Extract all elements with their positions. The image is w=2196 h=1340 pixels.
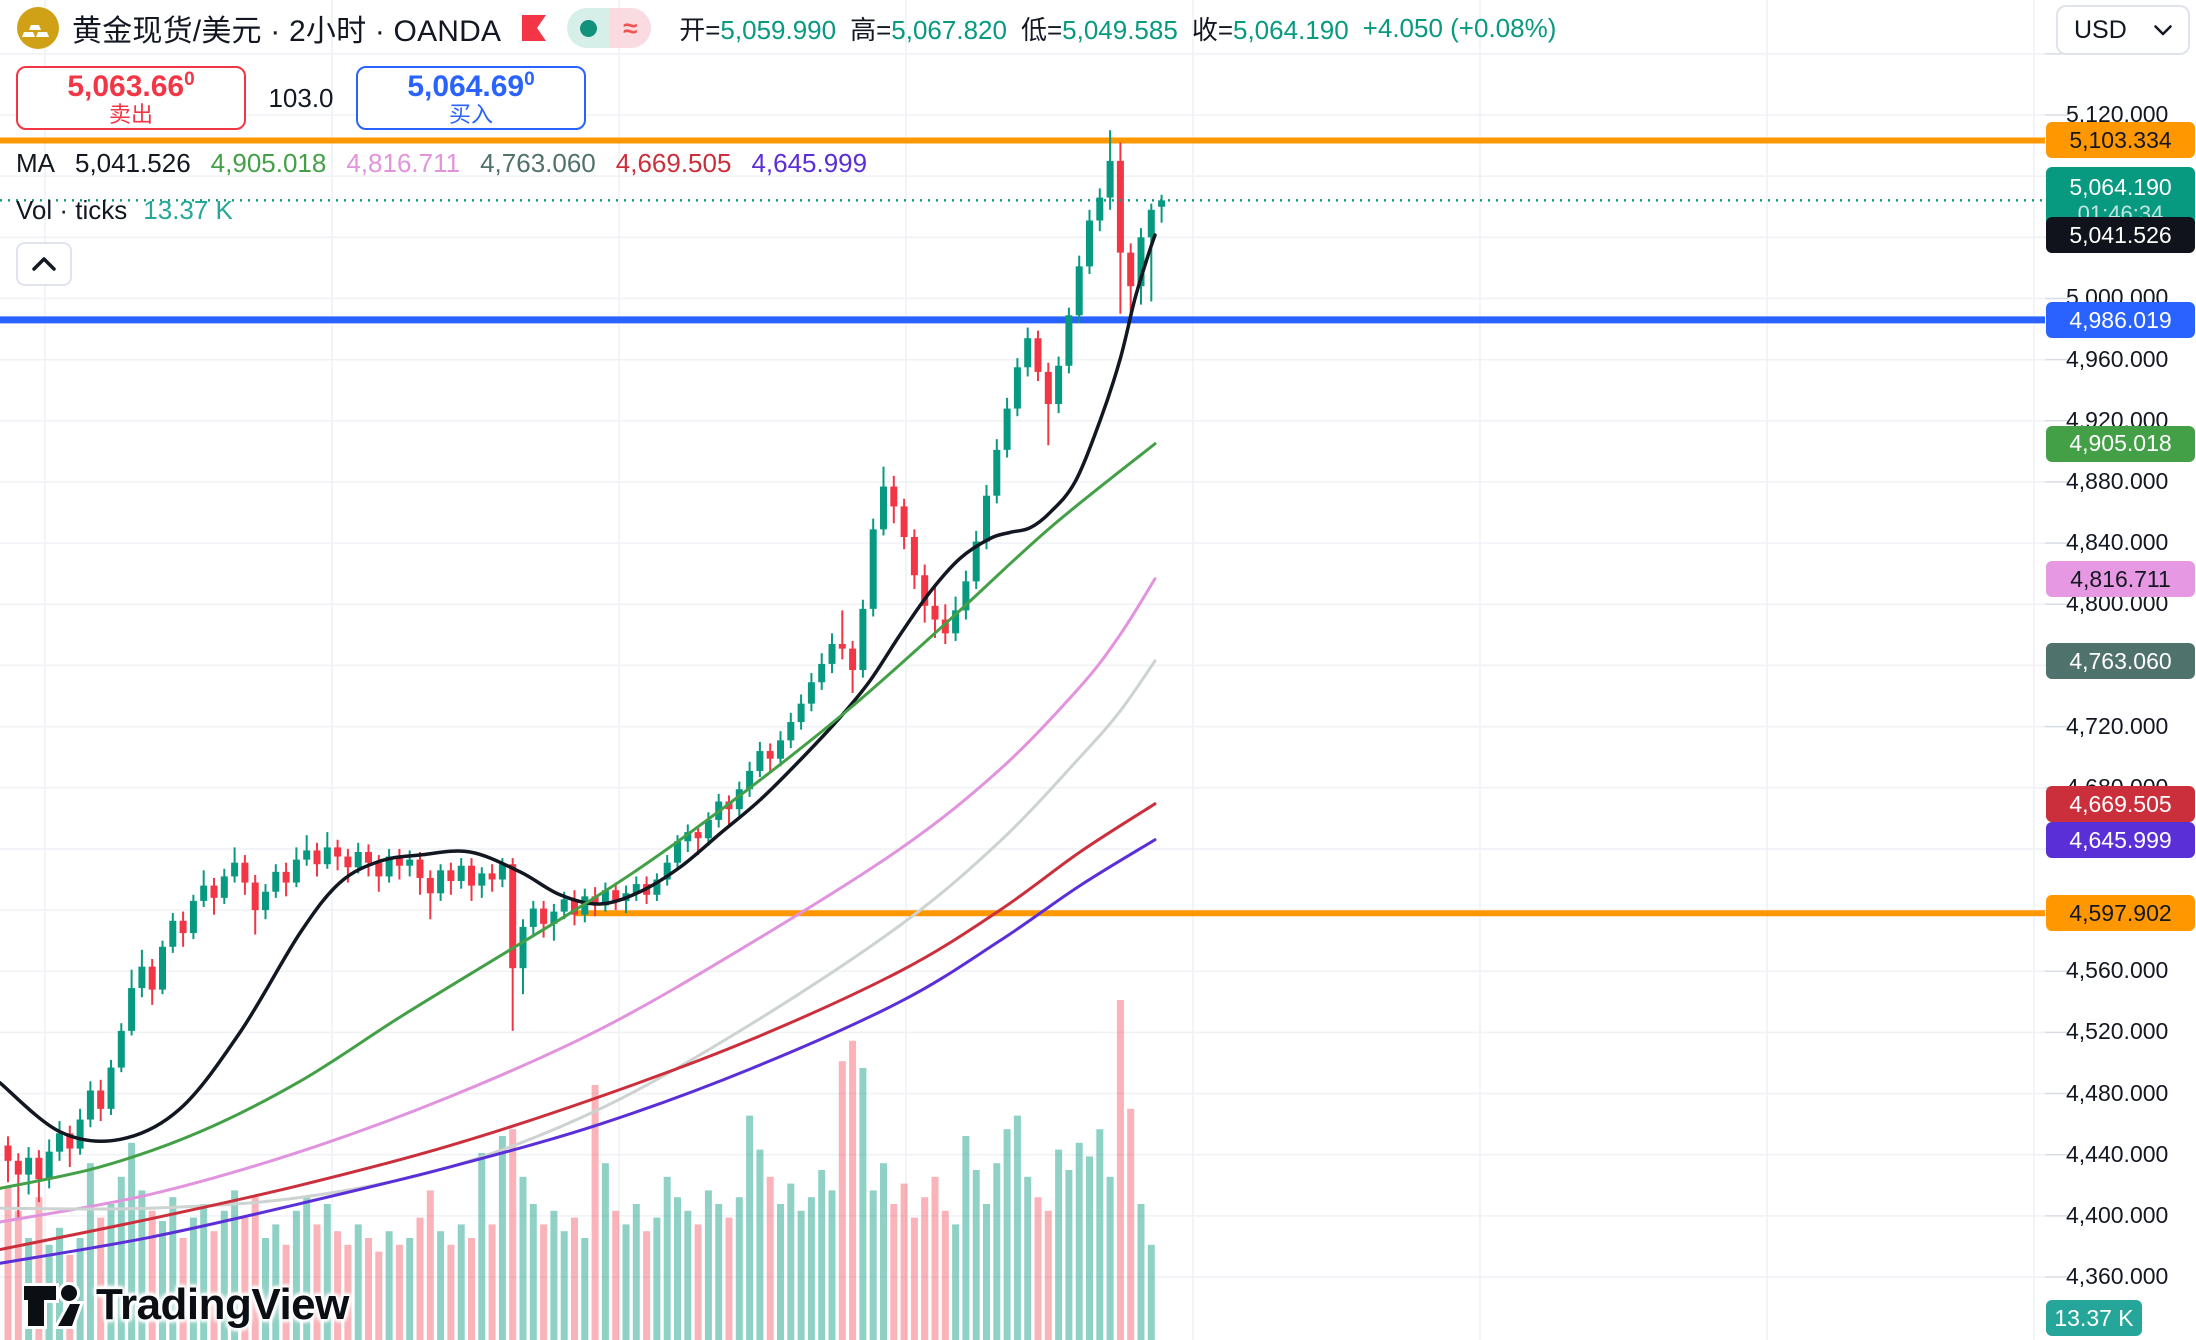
axis-price-badge: 5,103.334: [2046, 122, 2195, 159]
collapse-legend-button[interactable]: [16, 242, 72, 286]
price-axis[interactable]: USD 5,120.0005,080.0005,000.0004,960.000…: [2045, 0, 2196, 1340]
horizontal-lines[interactable]: [0, 137, 2045, 917]
axis-price-label: 4,520.000: [2066, 1018, 2169, 1045]
chevron-down-icon: [2154, 24, 2172, 35]
gridlines: [0, 0, 2068, 1340]
axis-price-label: 4,840.000: [2066, 529, 2169, 556]
ma-value-4: 4,763.060: [480, 148, 596, 178]
axis-price-badge: 5,041.526: [2046, 216, 2195, 253]
high-label: 高=: [850, 14, 892, 45]
currency-selector[interactable]: USD: [2056, 5, 2190, 55]
symbol-title[interactable]: 黄金现货/美元 · 2小时 · OANDA: [72, 15, 502, 48]
axis-price-badge: 4,763.060: [2046, 642, 2195, 679]
ma-indicator-row[interactable]: MA 5,041.526 4,905.018 4,816.711 4,763.0…: [16, 148, 1556, 179]
ma-value-1: 5,041.526: [75, 148, 191, 178]
approx-icon: ≈: [623, 12, 638, 43]
close-value: 5,064.190: [1233, 14, 1349, 45]
axis-price-badge: 4,905.018: [2046, 425, 2195, 462]
close-label: 收=: [1191, 14, 1233, 45]
gold-coin-icon: [17, 7, 59, 49]
buy-button-label: 买入: [448, 101, 493, 127]
high-value: 5,067.820: [891, 14, 1007, 45]
ma-pink: [0, 577, 1157, 1224]
axis-price-badge: 4,986.019: [2046, 301, 2195, 338]
volume-indicator-row[interactable]: Vol · ticks 13.37 K: [16, 195, 1556, 226]
sell-button-label: 卖出: [108, 101, 153, 127]
ma-label: MA: [16, 148, 55, 178]
axis-price-label: 4,480.000: [2066, 1079, 2169, 1106]
ma-green: [0, 442, 1157, 1190]
ma-red: [0, 802, 1157, 1252]
market-open-dot-icon: [579, 19, 597, 37]
axis-price-label: 4,880.000: [2066, 467, 2169, 494]
ohlc-row: 开=5,059.990 高=5,067.820 低=5,049.585 收=5,…: [679, 10, 1556, 47]
tradingview-wordmark: TradingView: [96, 1280, 349, 1329]
axis-price-badge: 4,669.505: [2046, 785, 2195, 822]
axis-price-label: 4,440.000: [2066, 1140, 2169, 1167]
tradingview-watermark[interactable]: TradingView: [22, 1280, 349, 1330]
volume-bars: [4, 1000, 1155, 1340]
ma-purple: [0, 838, 1157, 1265]
open-label: 开=: [679, 14, 721, 45]
tradingview-logo-icon: [22, 1282, 85, 1329]
axis-price-label: 4,960.000: [2066, 345, 2169, 372]
chart-legend: 黄金现货/美元 · 2小时 · OANDA ≈ 开=5,059.990 高=5,…: [16, 0, 1556, 286]
spread-value: 103.0: [268, 82, 334, 113]
buy-button[interactable]: 5,064.690 买入: [356, 66, 586, 130]
axis-price-label: 4,560.000: [2066, 957, 2169, 984]
change-value: +4.050 (+0.08%): [1362, 12, 1557, 43]
ma-value-5: 4,669.505: [615, 148, 732, 178]
ma-value-3: 4,816.711: [346, 148, 461, 178]
axis-volume-badge: 13.37 K: [2046, 1300, 2142, 1336]
axis-price-badge: 4,645.999: [2046, 821, 2195, 858]
candlesticks: [4, 130, 1166, 1219]
ma-value-2: 4,905.018: [210, 148, 327, 178]
axis-price-label: 4,400.000: [2066, 1201, 2169, 1228]
axis-price-badge: 4,816.711: [2046, 560, 2195, 597]
open-value: 5,059.990: [720, 14, 837, 45]
moving-average-lines: [0, 233, 1157, 1265]
axis-price-label: 4,720.000: [2066, 712, 2169, 739]
symbol-title-row: 黄金现货/美元 · 2小时 · OANDA ≈ 开=5,059.990 高=5,…: [16, 0, 1556, 56]
axis-price-badge: 4,597.902: [2046, 895, 2195, 932]
low-label: 低=: [1020, 14, 1063, 45]
chevron-up-icon: [32, 257, 56, 271]
ma-black: [0, 233, 1157, 1143]
low-value: 5,049.585: [1062, 14, 1178, 45]
sell-button[interactable]: 5,063.660 卖出: [16, 66, 246, 130]
market-status-pill[interactable]: ≈: [567, 8, 652, 48]
volume-value: 13.37 K: [143, 195, 233, 225]
trade-buttons-row: 5,063.660 卖出 103.0 5,064.690 买入: [16, 66, 1556, 130]
flag-icon[interactable]: [519, 13, 549, 43]
volume-label: Vol · ticks: [16, 195, 128, 225]
ma-gray: [0, 659, 1157, 1211]
currency-label: USD: [2074, 15, 2127, 44]
ma-value-6: 4,645.999: [751, 148, 868, 178]
axis-price-label: 4,360.000: [2066, 1263, 2169, 1290]
